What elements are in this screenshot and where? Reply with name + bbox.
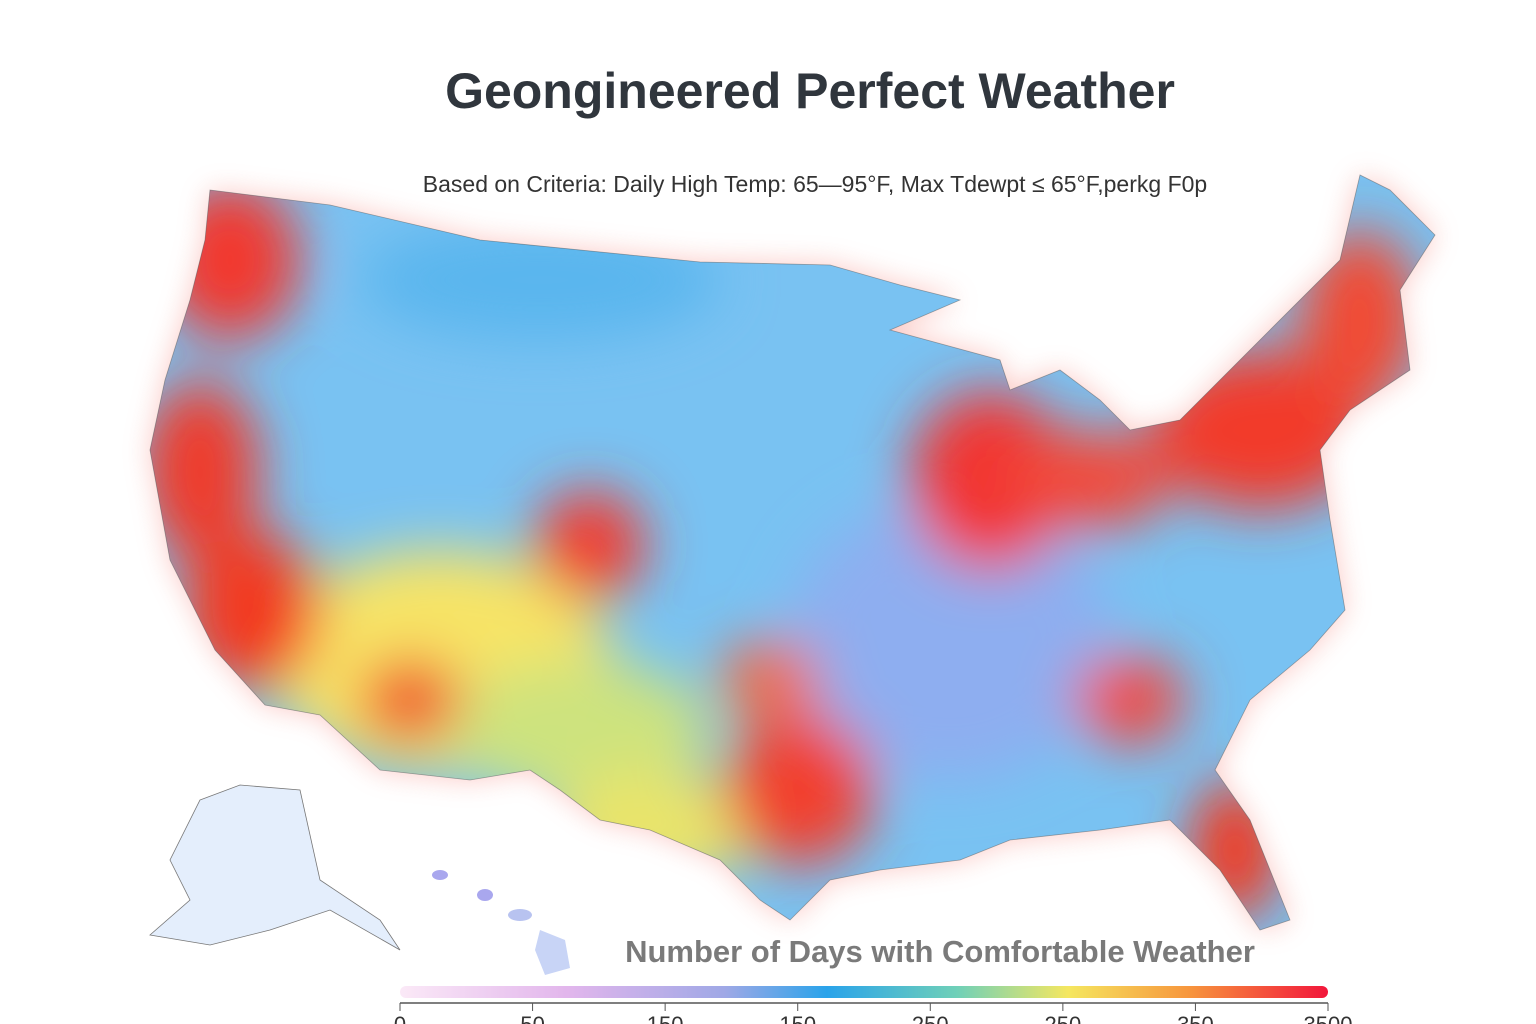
contiguous-us — [149, 174, 1436, 931]
tick-label: 350 — [1177, 1012, 1214, 1024]
title: Geongineered Perfect Weather — [445, 63, 1175, 119]
color-bar-ticks: 0 50 150 150 250 250 350 3500 — [394, 1003, 1353, 1024]
tick-label: 50 — [520, 1012, 544, 1024]
tick-label: 250 — [1044, 1012, 1081, 1024]
color-bar — [400, 986, 1328, 998]
tick-label: 250 — [912, 1012, 949, 1024]
tick-label: 0 — [394, 1012, 406, 1024]
subtitle: Based on Criteria: Daily High Temp: 65—9… — [423, 171, 1207, 197]
tick-label: 150 — [779, 1012, 816, 1024]
hawaii — [432, 870, 570, 975]
tick-label: 3500 — [1304, 1012, 1353, 1024]
alaska — [149, 784, 401, 951]
legend-title: Number of Days with Comfortable Weather — [625, 934, 1255, 969]
tick-label: 150 — [647, 1012, 684, 1024]
